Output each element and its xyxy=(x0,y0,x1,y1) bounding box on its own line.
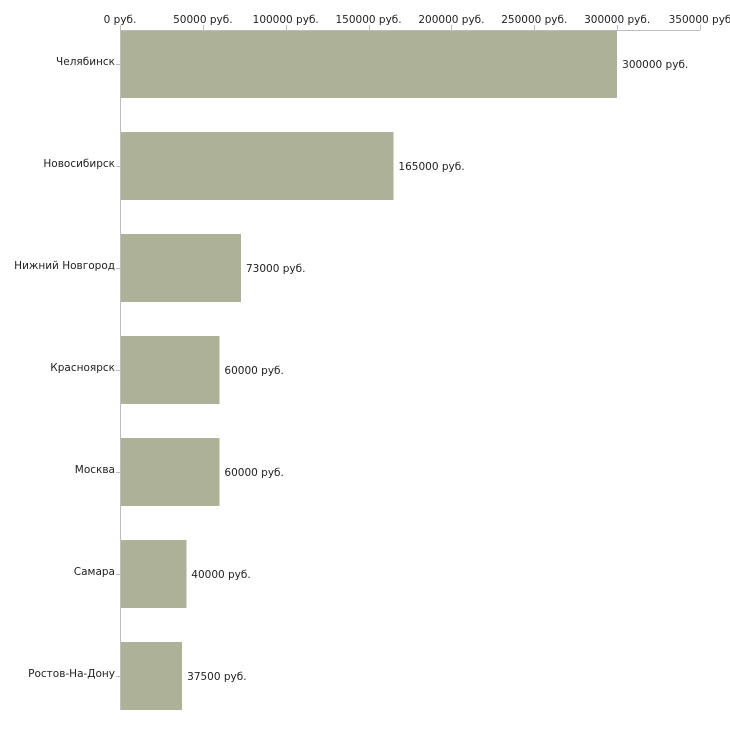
bar-value-label: 300000 руб. xyxy=(622,59,688,71)
y-axis-ticks xyxy=(116,64,120,677)
x-tick-label: 200000 руб. xyxy=(418,14,484,26)
x-tick-label: 350000 руб xyxy=(669,14,730,26)
x-tick-label: 100000 руб. xyxy=(253,14,319,26)
x-axis-ticks xyxy=(120,25,701,30)
bar xyxy=(121,234,241,302)
bars xyxy=(121,30,618,710)
x-axis-tick-labels: 0 руб. 50000 руб. 100000 руб. 150000 руб. 20… xyxy=(104,14,730,26)
bar xyxy=(121,336,220,404)
category-label: Самара xyxy=(74,566,115,578)
category-label: Нижний Новгород xyxy=(14,260,115,272)
x-tick-label: 250000 руб. xyxy=(501,14,567,26)
bar-value-label: 73000 руб. xyxy=(246,263,305,275)
category-label: Москва xyxy=(75,464,115,476)
category-label: Ростов-На-Дону xyxy=(28,668,115,680)
category-label: Новосибирск xyxy=(43,158,115,170)
bar xyxy=(121,642,183,710)
bar xyxy=(121,540,187,608)
y-axis-category-labels: Челябинск Новосибирск Нижний Новгород Красн… xyxy=(14,56,115,680)
bar-value-label: 60000 руб. xyxy=(224,365,283,377)
bar-value-label: 40000 руб. xyxy=(191,569,250,581)
x-tick-label: 150000 руб. xyxy=(336,14,402,26)
x-tick-label: 50000 руб. xyxy=(173,14,232,26)
bar xyxy=(121,132,394,200)
category-label: Красноярск xyxy=(50,362,115,374)
x-tick-label: 0 руб. xyxy=(104,14,137,26)
bar-value-label: 37500 руб. xyxy=(187,671,246,683)
category-label: Челябинск xyxy=(56,56,115,68)
bar-value-label: 60000 руб. xyxy=(224,467,283,479)
data-labels: 300000 руб. 165000 руб. 73000 руб. 60000 ру… xyxy=(187,59,688,683)
x-tick-label: 300000 руб. xyxy=(584,14,650,26)
bar xyxy=(121,30,618,98)
bar xyxy=(121,438,220,506)
bar-value-label: 165000 руб. xyxy=(398,161,464,173)
